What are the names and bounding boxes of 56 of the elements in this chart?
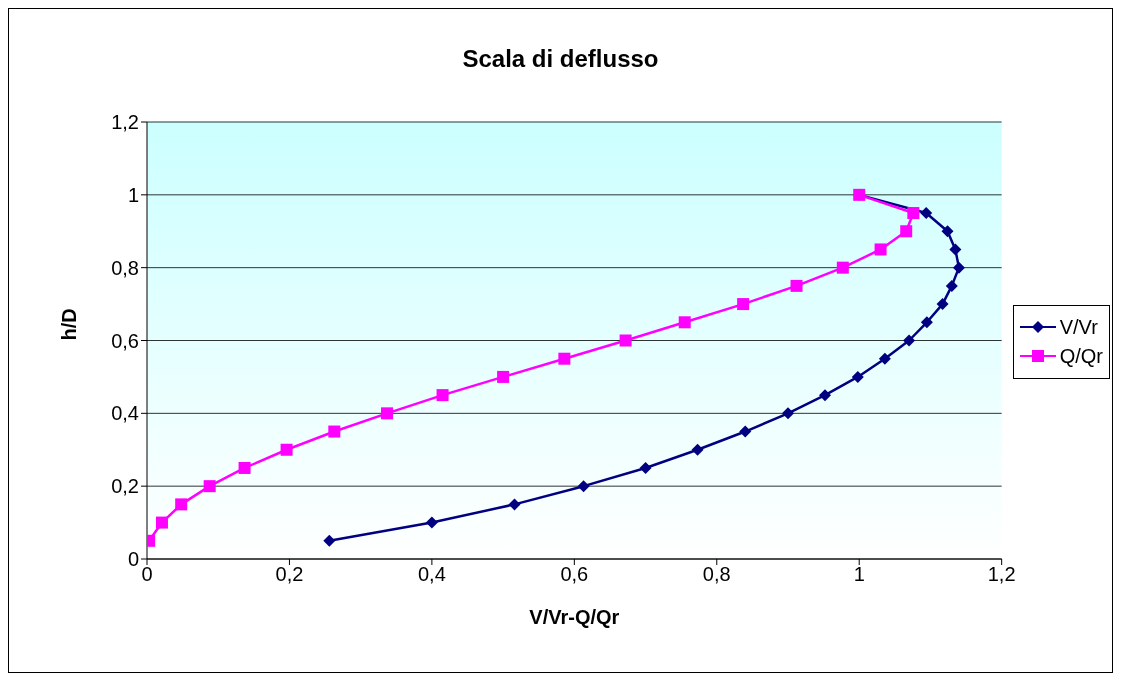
y-tick-label: 0: [127, 548, 139, 571]
point: [836, 261, 849, 274]
point: [203, 480, 216, 493]
point: [436, 389, 449, 402]
y-axis-title: h/D: [58, 308, 81, 341]
point: [952, 261, 965, 274]
point: [619, 334, 632, 347]
x-tick-label: 0,4: [417, 563, 446, 586]
point: [155, 516, 168, 529]
point: [678, 316, 691, 329]
point: [381, 407, 394, 420]
point: [425, 516, 438, 529]
x-tick-label: 1,2: [987, 563, 1016, 586]
point: [328, 425, 341, 438]
y-tick-label: 0,4: [111, 402, 139, 425]
point: [558, 352, 571, 365]
point: [639, 461, 652, 474]
point: [737, 298, 750, 311]
point: [936, 298, 949, 311]
point: [175, 498, 188, 511]
point: [920, 207, 933, 220]
point: [497, 370, 510, 383]
point: [739, 425, 752, 438]
point: [945, 279, 958, 292]
point: [691, 443, 704, 456]
point: [280, 443, 293, 456]
point: [577, 480, 590, 493]
y-tick-label: 1: [127, 183, 139, 206]
x-tick-label: 0: [141, 563, 153, 586]
x-tick-label: 0,8: [702, 563, 731, 586]
y-tick-label: 1,2: [111, 111, 139, 134]
x-tick-label: 1: [853, 563, 865, 586]
x-axis-title: V/Vr-Q/Qr: [529, 606, 620, 628]
chart-title: Scala di deflusso: [461, 45, 660, 73]
point: [238, 461, 251, 474]
legend-label: Q/Qr: [1059, 344, 1103, 368]
point: [508, 498, 521, 511]
y-tick-label: 0,2: [111, 475, 139, 498]
point: [941, 225, 954, 238]
point: [900, 225, 913, 238]
point: [878, 352, 891, 365]
point: [874, 243, 887, 256]
y-tick-label: 0,6: [111, 329, 139, 352]
point: [323, 534, 336, 547]
point: [781, 407, 794, 420]
legend-label: V/Vr: [1059, 315, 1098, 339]
point: [920, 316, 933, 329]
point: [790, 279, 803, 292]
point: [907, 207, 920, 220]
y-tick-label: 0,8: [111, 256, 139, 279]
x-tick-label: 0,6: [560, 563, 589, 586]
point: [851, 370, 864, 383]
point: [903, 334, 916, 347]
x-tick-label: 0,2: [275, 563, 304, 586]
point: [949, 243, 962, 256]
point: [819, 389, 832, 402]
